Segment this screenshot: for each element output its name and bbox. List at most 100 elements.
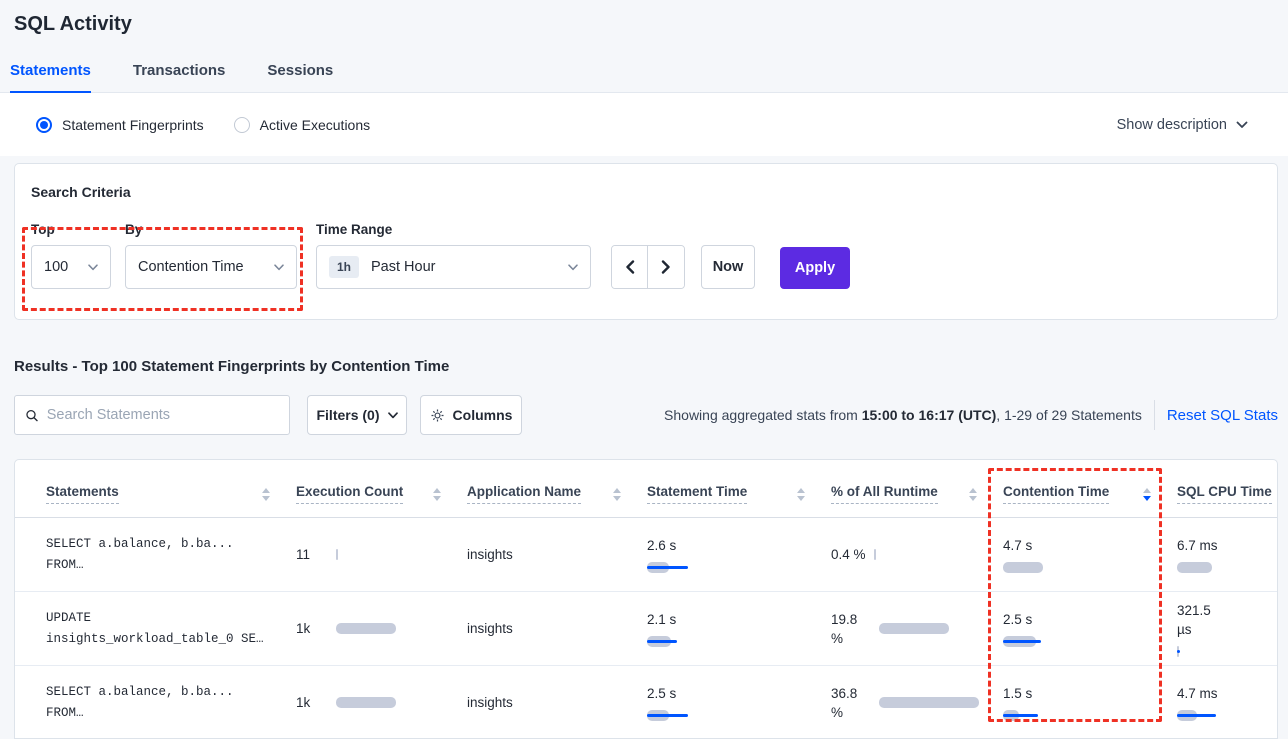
table-header-row: Statements Execution Count Application N… xyxy=(15,460,1277,518)
contention-time-cell: 4.7 s xyxy=(1003,536,1177,573)
tab-bar: Statements Transactions Sessions xyxy=(0,62,1288,93)
sort-icon[interactable] xyxy=(797,487,805,501)
column-header-runtime-pct[interactable]: % of All Runtime xyxy=(831,460,1003,517)
gear-icon xyxy=(431,409,444,421)
runtime-pct-bar xyxy=(879,697,989,708)
chevron-right-icon xyxy=(661,260,670,274)
column-header-statement-time[interactable]: Statement Time xyxy=(647,460,831,517)
chevron-down-icon xyxy=(274,263,284,270)
runtime-pct-bar xyxy=(879,623,989,634)
sort-icon-active-desc[interactable] xyxy=(1143,487,1151,501)
column-header-contention-time[interactable]: Contention Time xyxy=(1003,460,1177,517)
now-button[interactable]: Now xyxy=(701,245,755,289)
chevron-down-icon xyxy=(568,263,578,270)
sort-icon[interactable] xyxy=(433,487,441,501)
by-select[interactable]: Contention Time xyxy=(125,245,297,289)
execution-count-bar xyxy=(336,549,446,560)
view-toggle-band: Statement Fingerprints Active Executions… xyxy=(0,93,1288,156)
show-description-label: Show description xyxy=(1116,116,1227,133)
sort-icon[interactable] xyxy=(613,487,621,501)
sql-cpu-time-bar xyxy=(1177,710,1277,721)
search-statements-input[interactable] xyxy=(46,407,279,423)
page-title: SQL Activity xyxy=(14,13,132,35)
tab-transactions[interactable]: Transactions xyxy=(132,62,226,79)
show-description-toggle[interactable]: Show description xyxy=(1117,117,1248,133)
statement-time-cell: 2.5 s xyxy=(647,684,831,721)
previous-time-button[interactable] xyxy=(612,246,648,288)
sql-cpu-time-bar xyxy=(1177,562,1277,573)
table-row: SELECT a.balance, b.ba... FROM… 1k insigh… xyxy=(15,666,1277,738)
reset-sql-stats-link[interactable]: Reset SQL Stats xyxy=(1166,406,1278,424)
execution-count-cell: 11 xyxy=(296,545,467,564)
results-toolbar: Filters (0) Columns Showing aggregated s… xyxy=(14,395,1278,435)
table-row: SELECT a.balance, b.ba... FROM… 11 insigh… xyxy=(15,518,1277,592)
application-name-cell: insights xyxy=(467,547,513,562)
sql-cpu-time-cell: 6.7 ms xyxy=(1177,536,1277,573)
contention-time-cell: 2.5 s xyxy=(1003,610,1177,647)
chevron-down-icon xyxy=(88,263,98,270)
time-step-button-group xyxy=(611,245,685,289)
top-select[interactable]: 100 xyxy=(31,245,111,289)
time-range-badge: 1h xyxy=(329,256,360,278)
chevron-down-icon xyxy=(387,411,398,418)
column-header-sql-cpu-time[interactable]: SQL CPU Time xyxy=(1177,460,1277,517)
application-name-cell: insights xyxy=(467,695,513,710)
aggregated-stats-text: Showing aggregated stats from 15:00 to 1… xyxy=(664,407,1142,423)
application-name-cell: insights xyxy=(467,621,513,636)
radio-unselected-icon xyxy=(233,116,250,133)
search-statements-box xyxy=(14,395,290,435)
column-header-statements[interactable]: Statements xyxy=(46,460,296,517)
search-criteria-heading: Search Criteria xyxy=(31,184,131,200)
filters-label: Filters (0) xyxy=(316,407,380,423)
tab-statements[interactable]: Statements xyxy=(10,62,91,93)
contention-time-cell: 1.5 s xyxy=(1003,684,1177,721)
search-criteria-card: Search Criteria Top 100 By Contention Ti… xyxy=(14,163,1278,320)
results-heading: Results - Top 100 Statement Fingerprints… xyxy=(14,358,450,375)
radio-label: Active Executions xyxy=(259,116,371,133)
columns-label: Columns xyxy=(452,407,513,423)
execution-count-cell: 1k xyxy=(296,693,467,712)
search-icon xyxy=(26,409,38,421)
contention-time-bar xyxy=(1003,562,1113,573)
next-time-button[interactable] xyxy=(648,246,684,288)
statement-link[interactable]: SELECT a.balance, b.ba... FROM… xyxy=(46,684,234,720)
radio-active-executions[interactable]: Active Executions xyxy=(233,116,371,133)
statement-link[interactable]: SELECT a.balance, b.ba... FROM… xyxy=(46,536,234,572)
statement-link[interactable]: UPDATE insights_workload_table_0 SE… xyxy=(46,610,264,646)
top-label: Top xyxy=(31,222,55,237)
runtime-pct-cell: 0.4 % xyxy=(831,545,1003,564)
runtime-pct-cell: 36.8 % xyxy=(831,684,1003,722)
apply-button[interactable]: Apply xyxy=(780,247,850,289)
top-select-value: 100 xyxy=(44,259,69,275)
statement-time-cell: 2.1 s xyxy=(647,610,831,647)
contention-time-bar xyxy=(1003,710,1113,721)
table-row: UPDATE insights_workload_table_0 SE… 1k i… xyxy=(15,592,1277,666)
radio-statement-fingerprints[interactable]: Statement Fingerprints xyxy=(36,116,204,133)
runtime-pct-bar xyxy=(873,549,984,560)
contention-time-bar xyxy=(1003,636,1113,647)
time-range-select[interactable]: 1h Past Hour xyxy=(316,245,591,289)
chevron-down-icon xyxy=(1236,121,1248,128)
columns-button[interactable]: Columns xyxy=(420,395,522,435)
column-header-execution-count[interactable]: Execution Count xyxy=(296,460,467,517)
filters-button[interactable]: Filters (0) xyxy=(307,395,407,435)
statement-time-bar xyxy=(647,710,757,721)
chevron-left-icon xyxy=(625,260,634,274)
execution-count-cell: 1k xyxy=(296,619,467,638)
execution-count-bar xyxy=(336,697,446,708)
tab-sessions[interactable]: Sessions xyxy=(267,62,334,79)
sql-cpu-time-cell: 4.7 ms xyxy=(1177,684,1277,721)
time-range-label: Time Range xyxy=(316,222,393,237)
execution-count-bar xyxy=(336,623,446,634)
sort-icon[interactable] xyxy=(262,487,270,501)
statement-time-cell: 2.6 s xyxy=(647,536,831,573)
by-label: By xyxy=(125,222,143,237)
sql-cpu-time-cell: 321.5 µs xyxy=(1177,601,1277,657)
search-criteria-fields: Top 100 By Contention Time Time Range 1h… xyxy=(31,222,1257,289)
statement-time-bar xyxy=(647,636,757,647)
column-header-application-name[interactable]: Application Name xyxy=(467,460,647,517)
runtime-pct-cell: 19.8 % xyxy=(831,610,1003,648)
sort-icon[interactable] xyxy=(969,487,977,501)
sql-cpu-time-bar xyxy=(1177,645,1277,657)
radio-label: Statement Fingerprints xyxy=(62,116,204,133)
